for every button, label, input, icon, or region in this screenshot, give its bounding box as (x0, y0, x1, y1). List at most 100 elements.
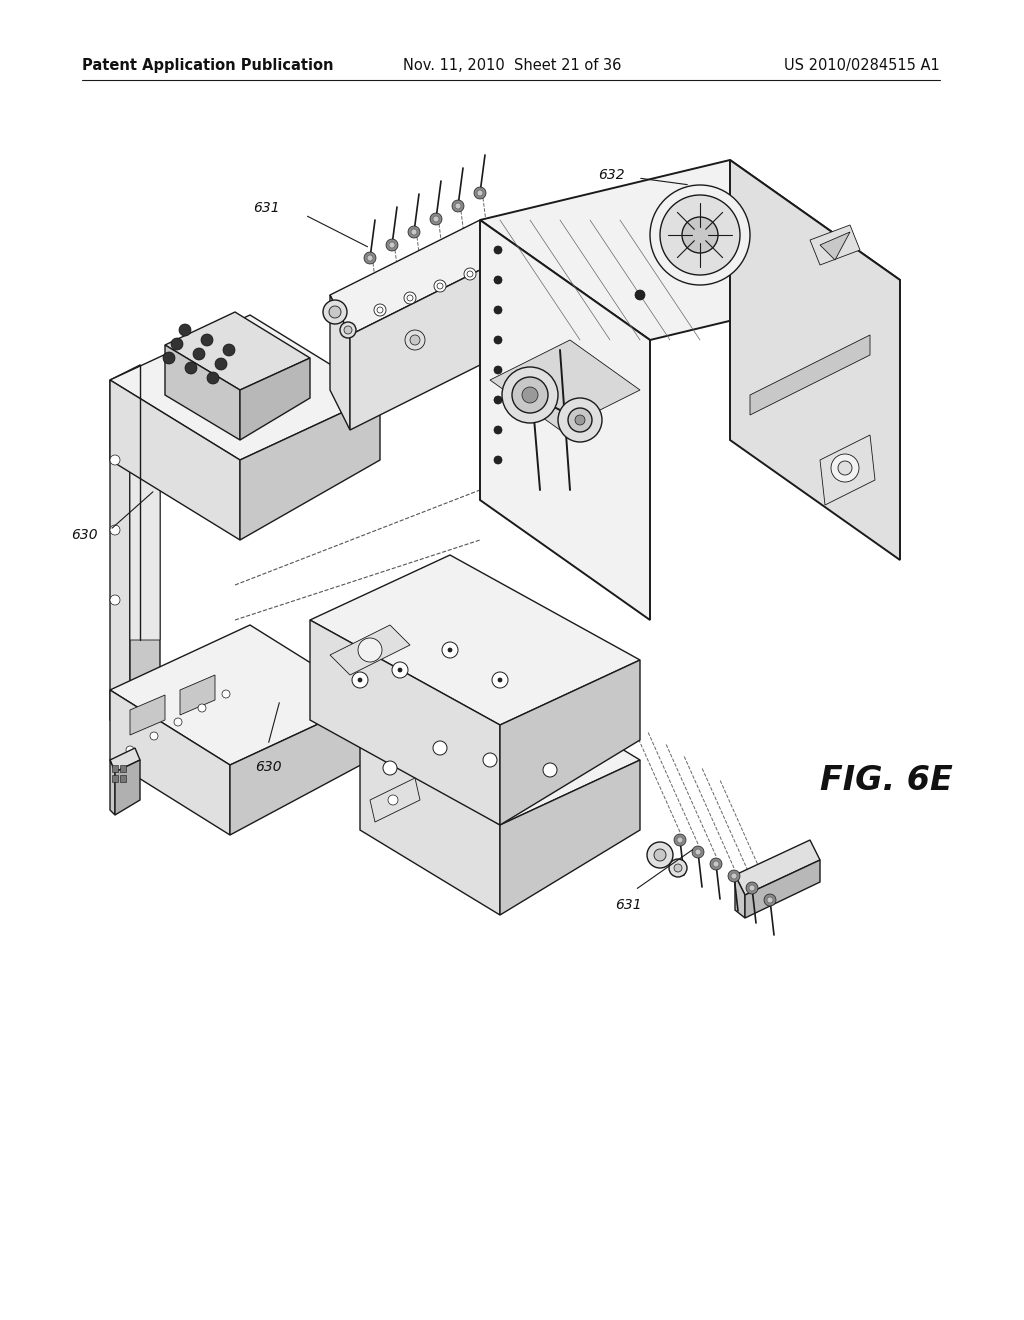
Circle shape (669, 859, 687, 876)
Circle shape (358, 638, 382, 663)
Circle shape (543, 763, 557, 777)
Circle shape (522, 387, 538, 403)
Text: Patent Application Publication: Patent Application Publication (82, 58, 334, 73)
Polygon shape (735, 840, 820, 895)
Circle shape (201, 334, 213, 346)
Circle shape (223, 345, 234, 356)
Circle shape (408, 226, 420, 238)
Polygon shape (730, 160, 900, 560)
Circle shape (407, 294, 413, 301)
Polygon shape (370, 777, 420, 822)
Circle shape (430, 213, 442, 224)
Circle shape (674, 834, 686, 846)
Circle shape (831, 454, 859, 482)
Circle shape (329, 306, 341, 318)
Polygon shape (240, 395, 380, 540)
Circle shape (695, 849, 701, 855)
Polygon shape (360, 675, 640, 825)
Circle shape (126, 746, 134, 754)
Polygon shape (110, 380, 130, 741)
Polygon shape (165, 312, 310, 389)
Polygon shape (330, 624, 410, 675)
Polygon shape (310, 554, 640, 725)
Circle shape (650, 185, 750, 285)
Polygon shape (490, 341, 640, 430)
Circle shape (494, 276, 502, 284)
Polygon shape (480, 160, 900, 341)
Polygon shape (240, 358, 310, 440)
Circle shape (377, 308, 383, 313)
Circle shape (383, 762, 397, 775)
Bar (112, 775, 118, 781)
Circle shape (185, 362, 197, 374)
Polygon shape (165, 345, 240, 440)
Polygon shape (130, 389, 160, 741)
Circle shape (367, 255, 373, 261)
Circle shape (404, 292, 416, 304)
Circle shape (767, 898, 773, 903)
Circle shape (179, 323, 191, 337)
Circle shape (406, 330, 425, 350)
Circle shape (647, 842, 673, 869)
Circle shape (838, 461, 852, 475)
Circle shape (467, 271, 473, 277)
Polygon shape (110, 624, 370, 766)
Circle shape (110, 595, 120, 605)
Polygon shape (110, 748, 140, 772)
Polygon shape (130, 696, 165, 735)
Circle shape (494, 455, 502, 465)
Circle shape (174, 718, 182, 726)
Polygon shape (180, 675, 215, 715)
Circle shape (389, 242, 395, 248)
Circle shape (494, 246, 502, 253)
Polygon shape (735, 875, 745, 917)
Circle shape (374, 304, 386, 315)
Circle shape (398, 668, 402, 672)
Circle shape (388, 795, 398, 805)
Polygon shape (130, 389, 160, 640)
Circle shape (575, 414, 585, 425)
Circle shape (344, 326, 352, 334)
Circle shape (728, 870, 740, 882)
Circle shape (433, 741, 447, 755)
Circle shape (483, 752, 497, 767)
Circle shape (364, 252, 376, 264)
Polygon shape (110, 366, 160, 405)
Circle shape (494, 396, 502, 404)
Circle shape (474, 187, 486, 199)
Circle shape (215, 358, 227, 370)
Circle shape (110, 455, 120, 465)
Circle shape (358, 678, 362, 682)
Circle shape (150, 733, 158, 741)
Text: 631: 631 (614, 898, 641, 912)
Polygon shape (500, 760, 640, 915)
Polygon shape (110, 690, 230, 836)
Text: Nov. 11, 2010  Sheet 21 of 36: Nov. 11, 2010 Sheet 21 of 36 (402, 58, 622, 73)
Circle shape (746, 882, 758, 894)
Circle shape (654, 849, 666, 861)
Circle shape (677, 837, 683, 843)
Circle shape (193, 348, 205, 360)
Text: US 2010/0284515 A1: US 2010/0284515 A1 (784, 58, 940, 73)
Circle shape (492, 672, 508, 688)
Circle shape (692, 846, 705, 858)
Polygon shape (820, 436, 874, 506)
Polygon shape (110, 315, 380, 459)
Polygon shape (360, 741, 500, 915)
Polygon shape (810, 224, 860, 265)
Circle shape (207, 372, 219, 384)
Circle shape (660, 195, 740, 275)
Circle shape (464, 268, 476, 280)
Circle shape (171, 338, 183, 350)
Circle shape (494, 366, 502, 374)
Circle shape (568, 408, 592, 432)
Text: FIG. 6E: FIG. 6E (820, 763, 952, 796)
Circle shape (110, 525, 120, 535)
Circle shape (386, 239, 398, 251)
Bar (120, 766, 126, 772)
Polygon shape (110, 760, 115, 814)
Circle shape (713, 861, 719, 867)
Circle shape (452, 201, 464, 213)
Bar (112, 766, 118, 772)
Circle shape (411, 228, 417, 235)
